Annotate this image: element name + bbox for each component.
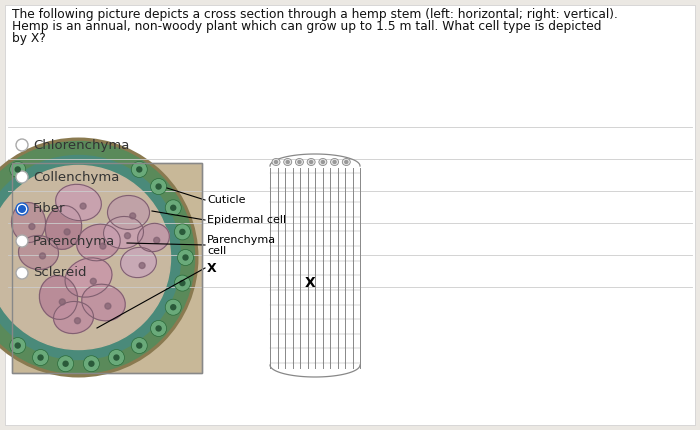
- Ellipse shape: [77, 224, 120, 261]
- Circle shape: [154, 237, 160, 243]
- Circle shape: [150, 178, 167, 194]
- Circle shape: [165, 200, 181, 216]
- Circle shape: [0, 156, 181, 359]
- Circle shape: [136, 343, 142, 348]
- Circle shape: [345, 160, 348, 163]
- Circle shape: [89, 361, 94, 366]
- Circle shape: [171, 305, 176, 310]
- Ellipse shape: [319, 159, 327, 166]
- Circle shape: [0, 138, 199, 378]
- Ellipse shape: [39, 276, 78, 319]
- Ellipse shape: [82, 284, 125, 321]
- Circle shape: [171, 205, 176, 210]
- Circle shape: [29, 224, 35, 230]
- FancyBboxPatch shape: [12, 163, 202, 373]
- Circle shape: [321, 160, 324, 163]
- Circle shape: [309, 160, 313, 163]
- Ellipse shape: [11, 203, 46, 243]
- Ellipse shape: [330, 159, 339, 166]
- Ellipse shape: [46, 206, 82, 249]
- Text: Cuticle: Cuticle: [207, 195, 246, 205]
- Circle shape: [132, 161, 147, 178]
- Circle shape: [57, 356, 74, 372]
- Circle shape: [18, 205, 26, 213]
- Circle shape: [105, 303, 111, 309]
- Circle shape: [139, 262, 145, 268]
- Circle shape: [274, 160, 277, 163]
- Circle shape: [156, 184, 161, 189]
- Circle shape: [60, 299, 65, 305]
- Circle shape: [83, 356, 99, 372]
- Circle shape: [130, 213, 136, 219]
- Text: Collenchyma: Collenchyma: [33, 171, 120, 184]
- Circle shape: [150, 320, 167, 336]
- Circle shape: [15, 343, 20, 348]
- Text: Sclereid: Sclereid: [33, 267, 87, 280]
- Circle shape: [80, 203, 86, 209]
- Circle shape: [156, 326, 161, 331]
- Circle shape: [16, 267, 28, 279]
- Circle shape: [16, 171, 28, 183]
- Circle shape: [16, 139, 28, 151]
- Circle shape: [180, 229, 185, 234]
- Circle shape: [165, 299, 181, 315]
- Ellipse shape: [284, 159, 292, 166]
- Ellipse shape: [65, 258, 112, 297]
- Circle shape: [183, 255, 188, 260]
- Circle shape: [114, 355, 119, 360]
- Text: The following picture depicts a cross section through a hemp stem (left: horizon: The following picture depicts a cross se…: [12, 8, 618, 21]
- Circle shape: [0, 141, 195, 374]
- Text: Epidermal cell: Epidermal cell: [207, 215, 286, 225]
- Circle shape: [38, 355, 43, 360]
- Circle shape: [63, 361, 68, 366]
- Ellipse shape: [295, 159, 303, 166]
- Text: Hemp is an annual, non-woody plant which can grow up to 1.5 m tall. What cell ty: Hemp is an annual, non-woody plant which…: [12, 20, 601, 33]
- Circle shape: [178, 249, 193, 265]
- Circle shape: [74, 318, 81, 324]
- Circle shape: [100, 243, 106, 249]
- Circle shape: [286, 160, 289, 163]
- Circle shape: [180, 281, 185, 286]
- Circle shape: [16, 203, 28, 215]
- Circle shape: [33, 350, 48, 366]
- Text: X: X: [207, 261, 216, 274]
- Circle shape: [174, 224, 190, 240]
- Ellipse shape: [138, 223, 169, 252]
- Text: by X?: by X?: [12, 32, 46, 45]
- Circle shape: [108, 350, 125, 366]
- Circle shape: [16, 235, 28, 247]
- Ellipse shape: [120, 247, 156, 278]
- Text: cell: cell: [207, 246, 226, 256]
- Circle shape: [333, 160, 336, 163]
- Circle shape: [0, 166, 171, 350]
- Ellipse shape: [18, 236, 59, 270]
- Text: X: X: [305, 276, 316, 290]
- FancyBboxPatch shape: [5, 5, 695, 425]
- Ellipse shape: [307, 159, 315, 166]
- Text: Parenchyma: Parenchyma: [33, 234, 116, 248]
- Circle shape: [39, 253, 46, 259]
- Ellipse shape: [108, 196, 150, 230]
- Ellipse shape: [342, 159, 350, 166]
- Ellipse shape: [272, 159, 280, 166]
- Circle shape: [136, 167, 142, 172]
- Ellipse shape: [104, 216, 144, 249]
- Circle shape: [132, 338, 147, 353]
- Circle shape: [174, 275, 190, 291]
- Circle shape: [15, 167, 20, 172]
- Circle shape: [10, 161, 26, 178]
- Circle shape: [10, 338, 26, 353]
- Text: Fiber: Fiber: [33, 203, 66, 215]
- Circle shape: [298, 160, 301, 163]
- Circle shape: [90, 278, 97, 284]
- Circle shape: [64, 229, 70, 235]
- Text: Chlorenchyma: Chlorenchyma: [33, 138, 130, 151]
- Ellipse shape: [53, 301, 94, 334]
- Circle shape: [125, 233, 130, 239]
- Text: Parenchyma: Parenchyma: [207, 235, 276, 245]
- Ellipse shape: [55, 184, 102, 221]
